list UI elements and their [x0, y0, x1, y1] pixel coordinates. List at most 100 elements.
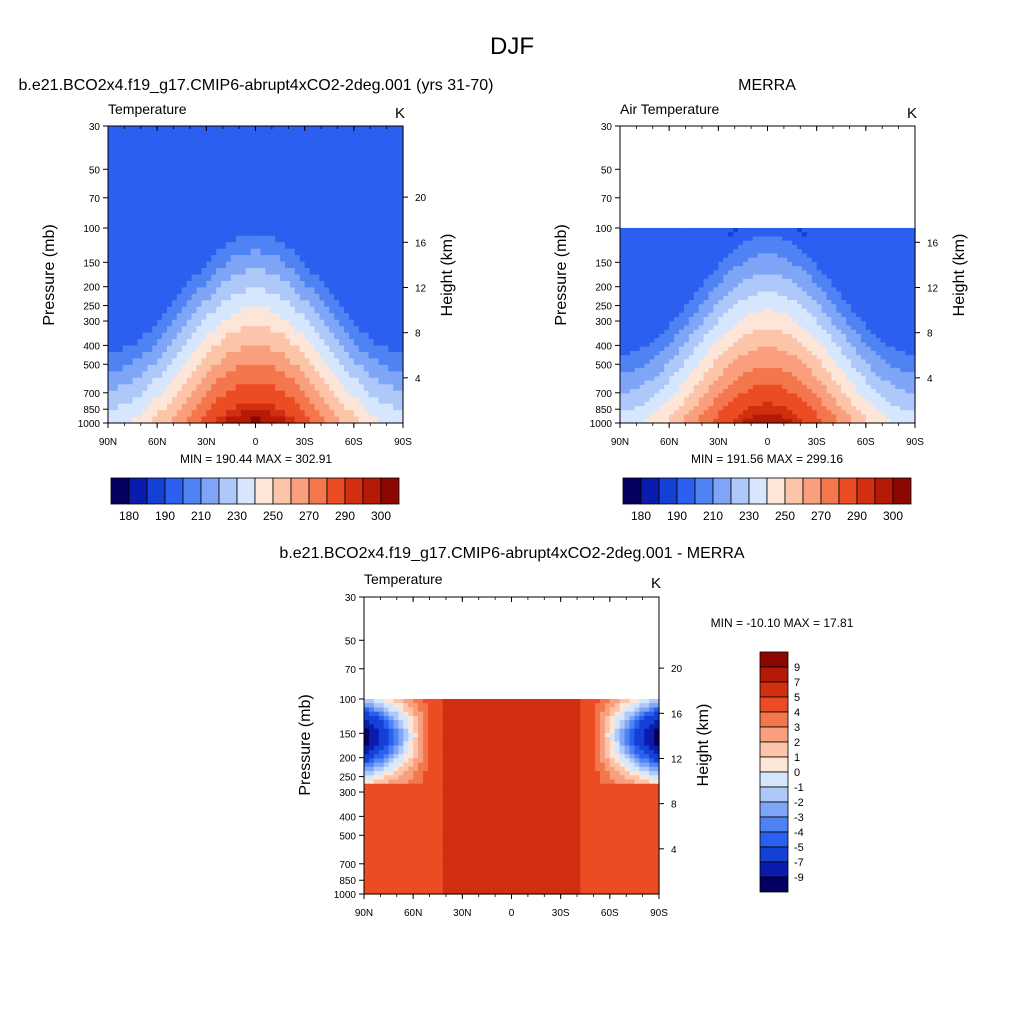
heatmap-cell	[870, 321, 877, 327]
heatmap-cell	[319, 339, 325, 347]
heatmap-cell	[294, 319, 301, 327]
heatmap-cell	[363, 358, 370, 366]
heatmap-cell	[728, 329, 734, 335]
heatmap-cell	[235, 397, 242, 405]
heatmap-cell	[875, 232, 882, 238]
heatmap-cell	[280, 216, 286, 224]
heatmap-cell	[334, 126, 340, 134]
heatmap-cell	[831, 300, 837, 305]
heatmap-cell	[186, 248, 193, 256]
heatmap-cell	[821, 317, 828, 322]
heatmap-cell	[196, 190, 203, 198]
heatmap-cell	[348, 384, 355, 392]
heatmap-cell	[738, 350, 744, 356]
heatmap-cell	[885, 283, 892, 288]
colorbar-box	[272, 477, 292, 505]
heatmap-cell	[733, 257, 739, 263]
heatmap-cell	[782, 355, 788, 361]
heatmap-cell	[235, 197, 242, 205]
heatmap-cell	[260, 332, 266, 340]
heatmap-cell	[885, 338, 892, 344]
heatmap-cell	[644, 342, 651, 348]
heatmap-cell	[240, 197, 247, 205]
heatmap-cell	[664, 249, 670, 255]
heatmap-cell	[910, 257, 916, 263]
heatmap-cell	[245, 151, 252, 159]
heatmap-cell	[260, 171, 266, 179]
heatmap-cell	[211, 410, 217, 418]
heatmap-cell	[186, 351, 193, 360]
heatmap-cell	[294, 351, 301, 360]
heatmap-cell	[152, 345, 158, 353]
heatmap-cell	[112, 145, 119, 153]
heatmap-cell	[841, 266, 847, 271]
heatmap-cell	[620, 333, 626, 339]
heatmap-cell	[669, 308, 675, 314]
heatmap-cell	[147, 132, 153, 140]
heatmap-cell	[792, 249, 798, 255]
heatmap-cell	[718, 266, 724, 271]
heatmap-cell	[334, 235, 340, 243]
heatmap-cell	[870, 325, 877, 331]
heatmap-cell	[742, 236, 749, 242]
heatmap-cell	[191, 229, 198, 237]
heatmap-cell	[752, 325, 759, 331]
heatmap-cell	[176, 126, 183, 134]
heatmap-cell	[398, 145, 404, 153]
heatmap-cell	[738, 342, 744, 348]
heatmap-cell	[728, 304, 734, 310]
heatmap-cell	[393, 209, 399, 217]
heatmap-cell	[275, 274, 281, 282]
heatmap-cell	[358, 184, 365, 192]
heatmap-cell	[162, 268, 168, 276]
heatmap-cell	[250, 287, 257, 295]
heatmap-cell	[280, 339, 286, 347]
heatmap-cell	[255, 235, 262, 243]
heatmap-cell	[289, 222, 296, 230]
heatmap-cell	[767, 300, 774, 305]
heatmap-cell	[250, 132, 257, 140]
heatmap-cell	[255, 158, 262, 166]
heatmap-cell	[255, 151, 262, 159]
heatmap-cell	[875, 261, 882, 267]
heatmap-cell	[344, 222, 350, 230]
x-tick-label: 90S	[394, 437, 412, 448]
heatmap-cell	[738, 266, 744, 271]
heatmap-cell	[226, 416, 232, 424]
heatmap-cell	[826, 236, 833, 242]
heatmap-cell	[762, 321, 769, 327]
heatmap-cell	[639, 249, 646, 255]
heatmap-cell	[137, 339, 144, 347]
heatmap-cell	[383, 319, 389, 327]
heatmap-cell	[398, 164, 404, 172]
heatmap-cell	[693, 261, 700, 267]
heatmap-cell	[860, 278, 867, 284]
y2-tick-label: 20	[415, 193, 427, 204]
heatmap-cell	[895, 291, 901, 297]
heatmap-cell	[757, 325, 764, 331]
panel-model-colorbar: 180 190 210 230 250 270 290 300	[110, 477, 400, 523]
y2-tick-label: 8	[415, 329, 421, 340]
heatmap-cell	[664, 372, 670, 377]
heatmap-cell	[777, 253, 783, 259]
heatmap-cell	[334, 358, 340, 366]
heatmap-cell	[762, 308, 769, 314]
heatmap-cell	[654, 367, 660, 373]
heatmap-cell	[801, 278, 808, 284]
heatmap-cell	[117, 171, 124, 179]
heatmap-cell	[157, 345, 163, 353]
heatmap-cell	[260, 384, 266, 392]
heatmap-cell	[664, 350, 670, 356]
heatmap-cell	[806, 266, 813, 271]
heatmap-cell	[339, 274, 345, 282]
heatmap-cell	[782, 342, 788, 348]
heatmap-cell	[353, 274, 360, 282]
heatmap-cell	[851, 312, 857, 318]
heatmap-cell	[378, 332, 384, 340]
heatmap-cell	[285, 300, 291, 308]
heatmap-cell	[398, 138, 404, 146]
heatmap-cell	[728, 232, 734, 238]
heatmap-cell	[181, 390, 188, 398]
heatmap-cell	[762, 283, 769, 288]
heatmap-cell	[235, 326, 242, 334]
